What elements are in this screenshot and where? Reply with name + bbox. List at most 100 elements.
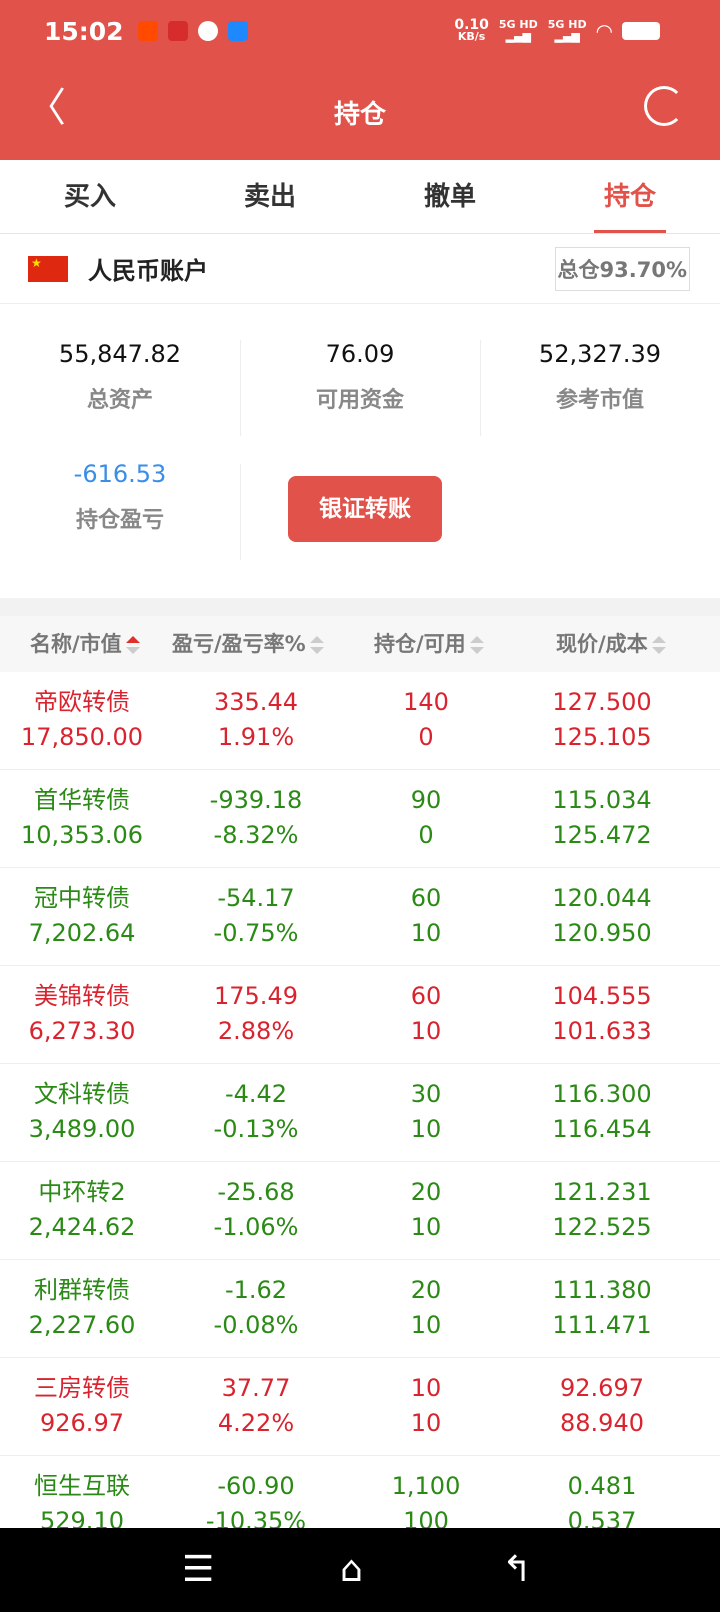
table-row[interactable]: 美锦转债 6,273.30 175.49 2.88% 60 10 104.555 101.63…: [0, 966, 720, 1064]
position-qty: 1,100: [391, 1472, 461, 1500]
cost-price: 120.950: [552, 919, 652, 947]
cell-position-qty: 140 0: [336, 685, 516, 755]
sort-icon[interactable]: [309, 634, 324, 656]
news-app-icon: [167, 21, 188, 41]
col-name[interactable]: 名称/市值: [30, 616, 140, 672]
pnl: 335.44: [214, 688, 298, 716]
current-price: 127.500: [552, 688, 652, 716]
sort-icon[interactable]: [651, 634, 666, 656]
available-qty: 10: [410, 1311, 442, 1339]
available-funds-label: 可用资金: [315, 388, 404, 413]
stock-name: 文科转债: [34, 1080, 130, 1108]
pnl-rate: -8.32%: [213, 821, 299, 849]
back-nav-icon[interactable]: ↰: [502, 1549, 533, 1590]
stock-name: 三房转债: [34, 1374, 130, 1402]
menu-icon[interactable]: ☰: [182, 1549, 215, 1590]
tab-cancel[interactable]: 撤单: [423, 182, 476, 212]
pnl-rate: -0.75%: [213, 919, 299, 947]
cell-current-price: 116.300 116.454: [512, 1077, 692, 1147]
cell-stock-name: 首华转债 10,353.06: [0, 783, 172, 853]
market-value-value: 52,327.39: [538, 340, 662, 368]
table-row[interactable]: 三房转债 926.97 37.77 4.22% 10 10 92.697 88.940: [0, 1358, 720, 1456]
available-funds-value: 76.09: [325, 340, 395, 368]
pnl: -1.62: [224, 1276, 288, 1304]
cell-position-qty: 60 10: [336, 881, 516, 951]
position-qty: 60: [410, 982, 442, 1010]
position-pnl-value: -616.53: [73, 460, 167, 488]
net-speed: 0.10 KB/s: [454, 18, 489, 43]
cell-stock-name: 帝欧转债 17,850.00: [0, 685, 172, 755]
tab-sell[interactable]: 卖出: [243, 182, 296, 212]
cell-stock-name: 美锦转债 6,273.30: [0, 979, 172, 1049]
current-price: 0.481: [567, 1472, 637, 1500]
col-name-label: 名称/市值: [30, 632, 122, 656]
stock-name: 首华转债: [34, 786, 130, 814]
pnl: -4.42: [224, 1080, 288, 1108]
current-price: 92.697: [560, 1374, 644, 1402]
back-button[interactable]: 〈: [26, 85, 66, 131]
col-position[interactable]: 持仓/可用: [374, 616, 484, 672]
cost-price: 125.105: [552, 723, 652, 751]
refresh-icon[interactable]: [644, 86, 684, 126]
position-qty: 20: [410, 1276, 442, 1304]
cell-pnl: -939.18 -8.32%: [166, 783, 346, 853]
pnl: -60.90: [217, 1472, 295, 1500]
current-price: 115.034: [552, 786, 652, 814]
stock-name: 冠中转债: [34, 884, 130, 912]
account-name: 人民币账户: [88, 257, 208, 285]
cost-price: 116.454: [552, 1115, 652, 1143]
table-row[interactable]: 利群转债 2,227.60 -1.62 -0.08% 20 10 111.380 111.47…: [0, 1260, 720, 1358]
wifi-icon: ◠: [596, 19, 612, 43]
bank-transfer-button[interactable]: 银证转账: [288, 476, 442, 542]
divider: [240, 464, 241, 560]
cell-stock-name: 文科转债 3,489.00: [0, 1077, 172, 1147]
sort-icon[interactable]: [469, 634, 484, 656]
stock-name: 中环转2: [38, 1178, 126, 1206]
current-price: 116.300: [552, 1080, 652, 1108]
table-row[interactable]: 帝欧转债 17,850.00 335.44 1.91% 140 0 127.500 125.1…: [0, 672, 720, 770]
signal-icon: 5G HD ▂▄▆: [498, 18, 538, 43]
table-row[interactable]: 文科转债 3,489.00 -4.42 -0.13% 30 10 116.300 116.45…: [0, 1064, 720, 1162]
cell-pnl: -1.62 -0.08%: [166, 1273, 346, 1343]
total-assets-value: 55,847.82: [58, 340, 182, 368]
china-flag-icon: ★: [28, 255, 68, 282]
stock-name: 利群转债: [34, 1276, 130, 1304]
position-qty: 60: [410, 884, 442, 912]
tab-positions[interactable]: 持仓: [540, 160, 720, 233]
col-price[interactable]: 现价/成本: [556, 616, 666, 672]
cell-position-qty: 90 0: [336, 783, 516, 853]
cell-position-qty: 20 10: [336, 1175, 516, 1245]
available-qty: 10: [410, 1115, 442, 1143]
cell-position-qty: 1,100 100: [336, 1469, 516, 1528]
cell-current-price: 115.034 125.472: [512, 783, 692, 853]
market-value-label: 参考市值: [555, 388, 644, 413]
pnl: -939.18: [209, 786, 303, 814]
market-value: 7,202.64: [28, 919, 136, 947]
market-value: 3,489.00: [28, 1115, 136, 1143]
table-row[interactable]: 中环转2 2,424.62 -25.68 -1.06% 20 10 121.231 122.5…: [0, 1162, 720, 1260]
available-qty: 10: [410, 919, 442, 947]
system-nav-bar: ☰ ⌂ ↰: [0, 1528, 720, 1612]
table-row[interactable]: 冠中转债 7,202.64 -54.17 -0.75% 60 10 120.044 120.9…: [0, 868, 720, 966]
sort-icon[interactable]: [125, 634, 140, 656]
market-value: 17,850.00: [20, 723, 144, 751]
account-summary: 55,847.82 总资产 76.09 可用资金 52,327.39 参考市值 -61…: [0, 304, 720, 598]
available-qty: 10: [410, 1213, 442, 1241]
pnl-rate: 2.88%: [217, 1017, 295, 1045]
divider: [240, 340, 241, 436]
table-row[interactable]: 首华转债 10,353.06 -939.18 -8.32% 90 0 115.034 125.…: [0, 770, 720, 868]
home-icon[interactable]: ⌂: [340, 1549, 363, 1590]
position-qty: 20: [410, 1178, 442, 1206]
cell-current-price: 120.044 120.950: [512, 881, 692, 951]
available-funds: 76.09 可用资金: [240, 340, 480, 414]
total-assets: 55,847.82 总资产: [0, 340, 240, 414]
col-pnl[interactable]: 盈亏/盈亏率%: [172, 616, 324, 672]
cell-stock-name: 冠中转债 7,202.64: [0, 881, 172, 951]
tab-buy[interactable]: 买入: [63, 182, 116, 212]
col-position-label: 持仓/可用: [374, 632, 466, 656]
table-row[interactable]: 恒生互联 529.10 -60.90 -10.35% 1,100 100 0.481 0.53…: [0, 1456, 720, 1528]
market-value: 6,273.30: [28, 1017, 136, 1045]
app-notification-icon: [137, 21, 158, 41]
cost-price: 101.633: [552, 1017, 652, 1045]
cell-pnl: -25.68 -1.06%: [166, 1175, 346, 1245]
